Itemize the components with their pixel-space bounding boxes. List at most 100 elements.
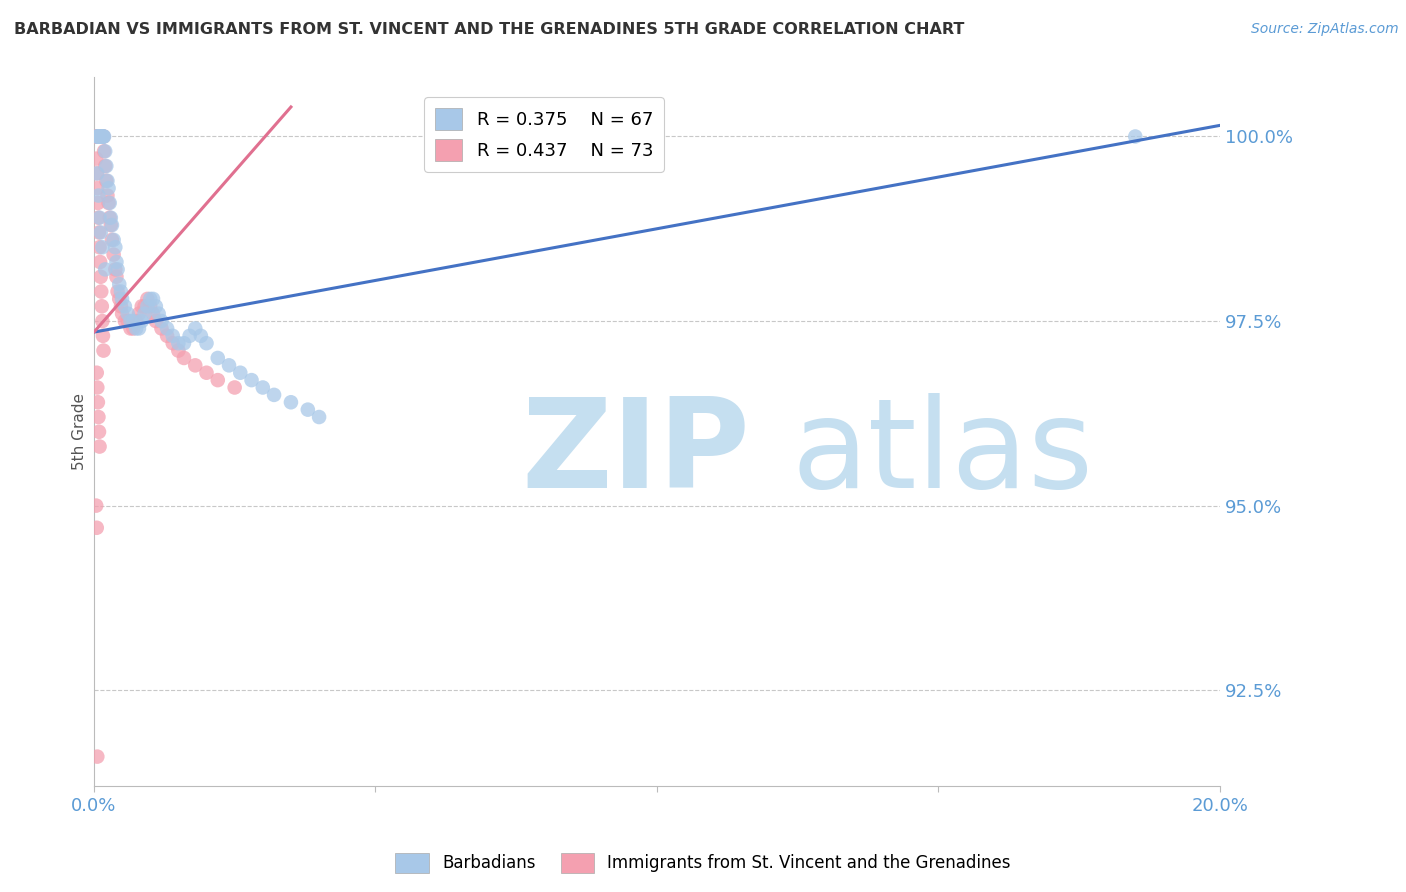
Point xyxy=(90,129,112,144)
Point xyxy=(86,749,108,764)
Point xyxy=(93,343,115,358)
Point xyxy=(84,129,107,144)
Point xyxy=(218,359,240,373)
Point xyxy=(103,247,125,261)
Point xyxy=(134,299,156,313)
Point xyxy=(97,181,120,195)
Point xyxy=(120,314,142,328)
Point xyxy=(280,395,302,409)
Point xyxy=(136,299,159,313)
Point xyxy=(87,410,110,425)
Point xyxy=(100,218,122,232)
Point xyxy=(93,129,115,144)
Point xyxy=(128,307,150,321)
Point xyxy=(90,269,112,284)
Point xyxy=(94,145,117,159)
Point xyxy=(87,196,110,211)
Point xyxy=(96,159,118,173)
Point xyxy=(179,328,201,343)
Point xyxy=(122,314,145,328)
Point xyxy=(150,314,173,328)
Point xyxy=(89,129,111,144)
Legend: Barbadians, Immigrants from St. Vincent and the Grenadines: Barbadians, Immigrants from St. Vincent … xyxy=(388,847,1018,880)
Point xyxy=(87,395,110,409)
Point xyxy=(87,129,110,144)
Point xyxy=(94,159,117,173)
Point xyxy=(120,321,142,335)
Point xyxy=(131,299,153,313)
Point xyxy=(87,425,110,439)
Point xyxy=(86,181,108,195)
Text: Source: ZipAtlas.com: Source: ZipAtlas.com xyxy=(1251,22,1399,37)
Point xyxy=(93,145,115,159)
Point xyxy=(142,292,165,306)
Point xyxy=(84,152,107,166)
Point xyxy=(86,129,108,144)
Point xyxy=(105,255,128,269)
Point xyxy=(91,129,114,144)
Point xyxy=(86,129,108,144)
Point xyxy=(252,380,274,394)
Point xyxy=(86,166,108,180)
Point xyxy=(110,285,132,299)
Point xyxy=(108,292,131,306)
Point xyxy=(90,129,112,144)
Point xyxy=(98,196,121,211)
Point xyxy=(86,166,108,180)
Point xyxy=(128,321,150,335)
Legend: R = 0.375    N = 67, R = 0.437    N = 73: R = 0.375 N = 67, R = 0.437 N = 73 xyxy=(425,97,664,172)
Point xyxy=(145,299,167,313)
Point xyxy=(84,499,107,513)
Point xyxy=(224,380,246,394)
Point xyxy=(173,351,195,365)
Point xyxy=(90,129,112,144)
Point xyxy=(89,129,111,144)
Point xyxy=(89,129,111,144)
Point xyxy=(87,211,110,225)
Point xyxy=(162,336,184,351)
Point xyxy=(195,366,218,380)
Point xyxy=(111,307,134,321)
Point xyxy=(190,328,212,343)
Point xyxy=(100,211,122,225)
Point xyxy=(139,299,162,313)
Point xyxy=(89,129,111,144)
Point xyxy=(89,240,111,254)
Point xyxy=(114,299,136,313)
Point xyxy=(91,240,114,254)
Point xyxy=(134,307,156,321)
Point xyxy=(94,262,117,277)
Point xyxy=(89,255,111,269)
Point xyxy=(87,129,110,144)
Point xyxy=(142,307,165,321)
Point xyxy=(86,366,108,380)
Point xyxy=(122,321,145,335)
Point xyxy=(110,299,132,313)
Text: BARBADIAN VS IMMIGRANTS FROM ST. VINCENT AND THE GRENADINES 5TH GRADE CORRELATIO: BARBADIAN VS IMMIGRANTS FROM ST. VINCENT… xyxy=(14,22,965,37)
Point xyxy=(87,129,110,144)
Point xyxy=(87,129,110,144)
Point xyxy=(91,314,114,328)
Point xyxy=(173,336,195,351)
Point xyxy=(125,321,148,335)
Point xyxy=(101,233,124,247)
Point xyxy=(90,299,112,313)
Point xyxy=(184,359,207,373)
Point xyxy=(90,285,112,299)
Point xyxy=(136,292,159,306)
Point xyxy=(96,174,118,188)
Point xyxy=(87,188,110,202)
Point xyxy=(86,521,108,535)
Point xyxy=(105,269,128,284)
Point xyxy=(308,410,330,425)
Point xyxy=(89,129,111,144)
Y-axis label: 5th Grade: 5th Grade xyxy=(72,393,87,470)
Point xyxy=(96,188,118,202)
Point xyxy=(103,233,125,247)
Point xyxy=(86,129,108,144)
Point xyxy=(90,129,112,144)
Point xyxy=(111,292,134,306)
Point xyxy=(139,292,162,306)
Point xyxy=(86,129,108,144)
Point xyxy=(91,129,114,144)
